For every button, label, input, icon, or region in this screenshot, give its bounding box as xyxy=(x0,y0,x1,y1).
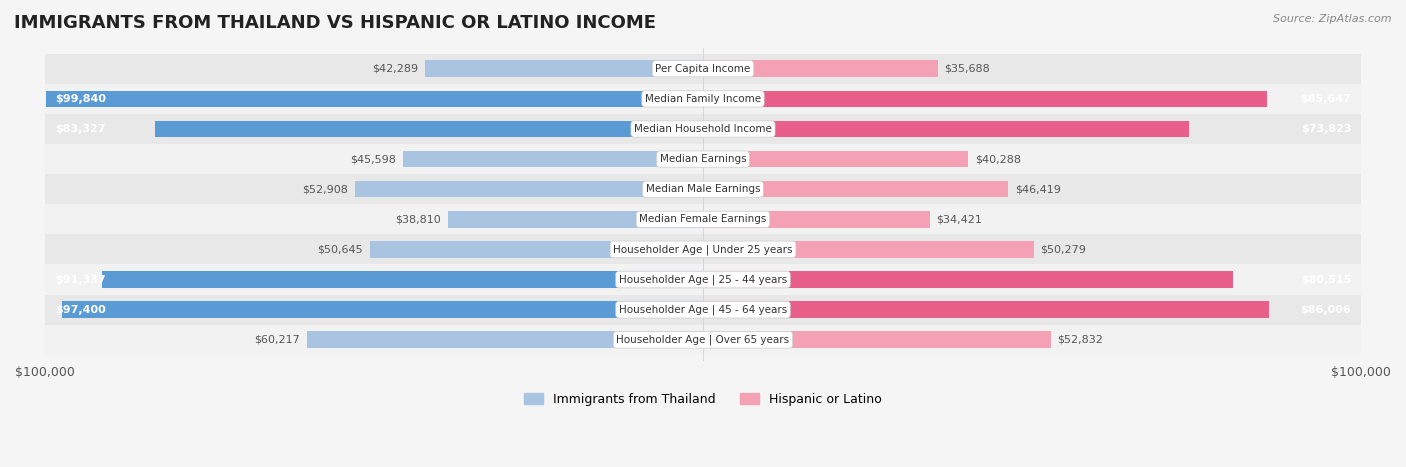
Text: Householder Age | Under 25 years: Householder Age | Under 25 years xyxy=(613,244,793,255)
Text: $85,647: $85,647 xyxy=(1301,94,1351,104)
Text: $50,279: $50,279 xyxy=(1040,244,1087,255)
Text: $83,327: $83,327 xyxy=(55,124,105,134)
Text: $45,598: $45,598 xyxy=(350,154,396,164)
Text: Median Earnings: Median Earnings xyxy=(659,154,747,164)
Bar xyxy=(103,271,703,288)
Bar xyxy=(45,234,1361,264)
Bar xyxy=(45,264,1361,295)
Text: $80,515: $80,515 xyxy=(1301,275,1351,284)
Text: $46,419: $46,419 xyxy=(1015,184,1062,194)
Text: $50,645: $50,645 xyxy=(318,244,363,255)
Bar xyxy=(46,91,703,107)
Bar xyxy=(703,181,1008,198)
Text: $34,421: $34,421 xyxy=(936,214,981,224)
Text: Source: ZipAtlas.com: Source: ZipAtlas.com xyxy=(1274,14,1392,24)
Bar xyxy=(370,241,703,258)
Bar xyxy=(354,181,703,198)
Text: Median Family Income: Median Family Income xyxy=(645,94,761,104)
Bar xyxy=(45,84,1361,114)
Bar xyxy=(45,204,1361,234)
Text: $42,289: $42,289 xyxy=(373,64,418,74)
Text: $60,217: $60,217 xyxy=(254,335,299,345)
Text: $97,400: $97,400 xyxy=(55,304,105,315)
Bar xyxy=(45,295,1361,325)
Legend: Immigrants from Thailand, Hispanic or Latino: Immigrants from Thailand, Hispanic or La… xyxy=(519,388,887,411)
Bar xyxy=(404,151,703,167)
Text: $52,908: $52,908 xyxy=(302,184,349,194)
Bar xyxy=(447,211,703,227)
Text: $52,832: $52,832 xyxy=(1057,335,1104,345)
Text: $38,810: $38,810 xyxy=(395,214,441,224)
Text: Per Capita Income: Per Capita Income xyxy=(655,64,751,74)
Bar xyxy=(703,271,1233,288)
Bar xyxy=(45,144,1361,174)
Bar xyxy=(703,91,1267,107)
Bar xyxy=(703,151,969,167)
Text: $35,688: $35,688 xyxy=(945,64,990,74)
Bar xyxy=(703,61,938,77)
Text: $91,337: $91,337 xyxy=(55,275,105,284)
Bar xyxy=(155,120,703,137)
Bar xyxy=(703,332,1050,348)
Text: Householder Age | 25 - 44 years: Householder Age | 25 - 44 years xyxy=(619,274,787,285)
Text: $99,840: $99,840 xyxy=(55,94,105,104)
Text: $73,823: $73,823 xyxy=(1301,124,1351,134)
Bar xyxy=(703,211,929,227)
Bar xyxy=(45,325,1361,355)
Text: Median Female Earnings: Median Female Earnings xyxy=(640,214,766,224)
Text: Median Household Income: Median Household Income xyxy=(634,124,772,134)
Bar xyxy=(703,120,1189,137)
Bar xyxy=(45,174,1361,204)
Bar xyxy=(307,332,703,348)
Text: $86,006: $86,006 xyxy=(1301,304,1351,315)
Bar xyxy=(425,61,703,77)
Text: Median Male Earnings: Median Male Earnings xyxy=(645,184,761,194)
Bar xyxy=(703,301,1270,318)
Bar xyxy=(62,301,703,318)
Bar xyxy=(45,114,1361,144)
Text: IMMIGRANTS FROM THAILAND VS HISPANIC OR LATINO INCOME: IMMIGRANTS FROM THAILAND VS HISPANIC OR … xyxy=(14,14,657,32)
Bar xyxy=(45,54,1361,84)
Bar xyxy=(703,241,1033,258)
Text: $40,288: $40,288 xyxy=(974,154,1021,164)
Text: Householder Age | Over 65 years: Householder Age | Over 65 years xyxy=(616,334,790,345)
Text: Householder Age | 45 - 64 years: Householder Age | 45 - 64 years xyxy=(619,304,787,315)
